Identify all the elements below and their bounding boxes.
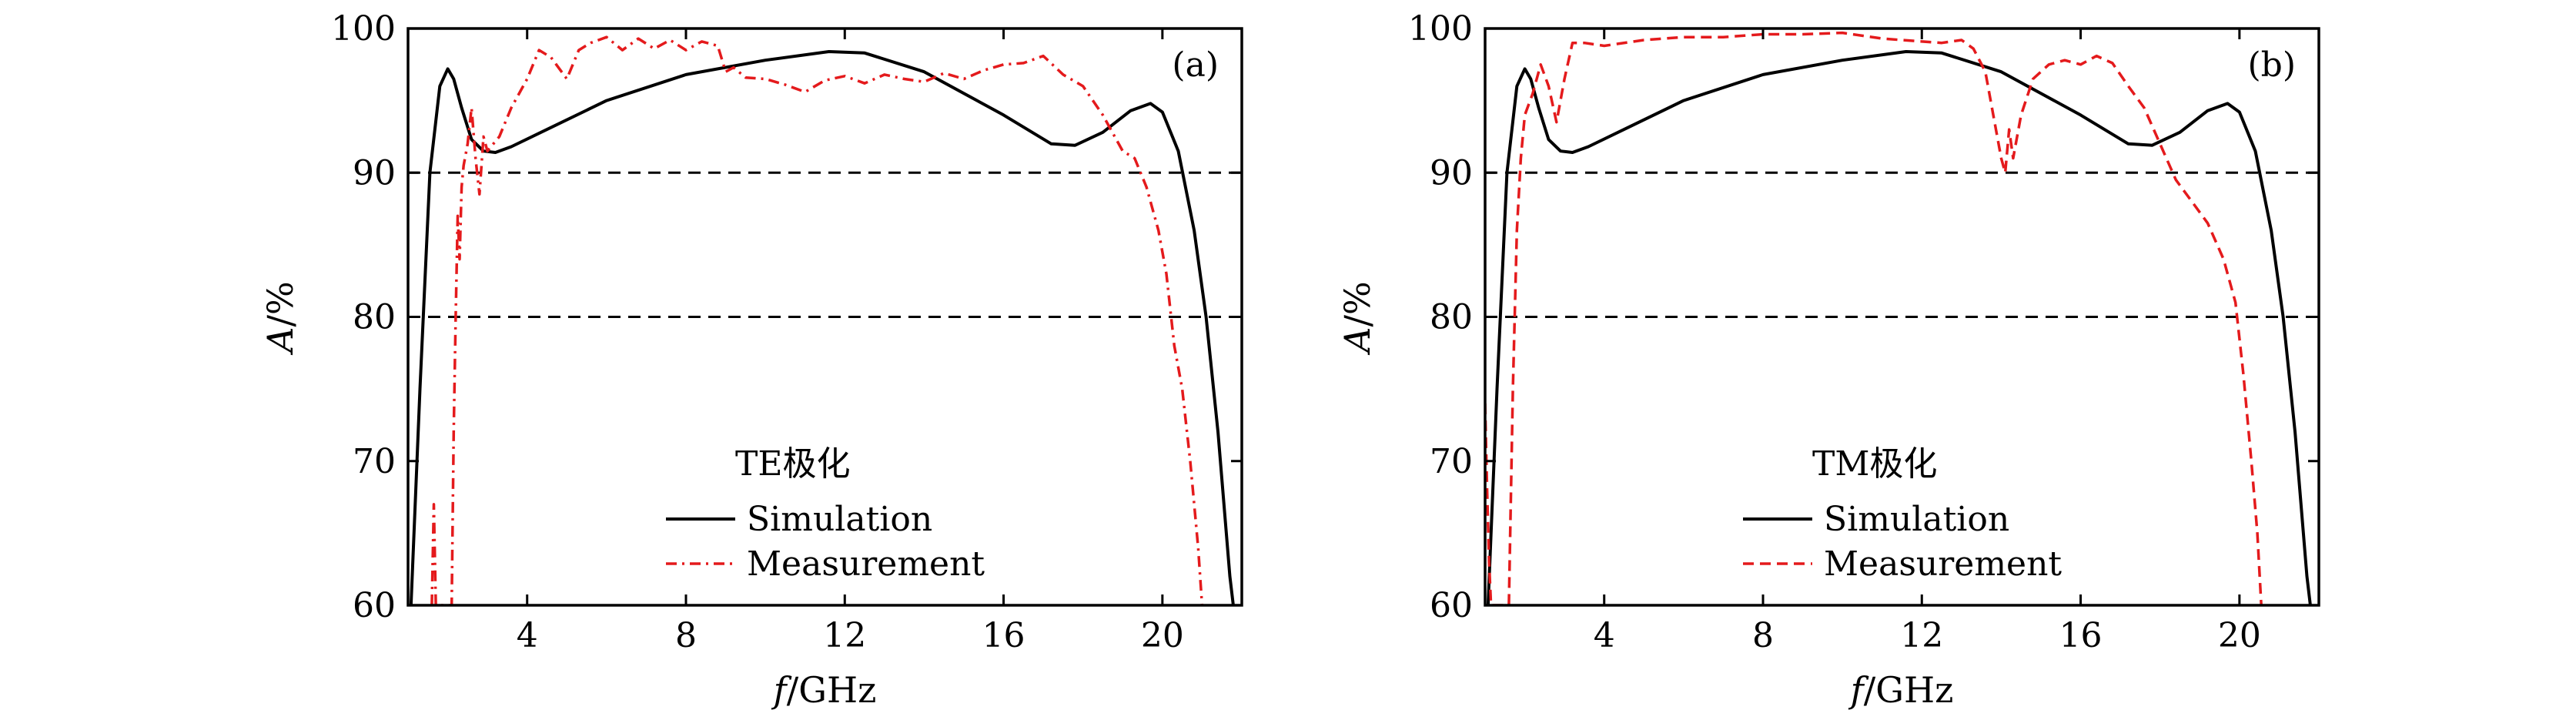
- y-tick-label: 70: [353, 442, 396, 481]
- x-tick-label: 12: [823, 616, 866, 655]
- y-tick-label: 100: [331, 9, 396, 49]
- y-axis-unit: /%: [1337, 281, 1378, 327]
- legend: TE极化 Simulation Measurement: [666, 444, 985, 584]
- panel-label: (b): [2248, 45, 2297, 85]
- panel-a: 4 8 12 16 20 60 70 80 90 100 f/GHz A/% (a) TE极化 Simula…: [259, 9, 1243, 711]
- x-tick-label: 4: [1594, 616, 1615, 655]
- x-tick-label: 8: [1752, 616, 1774, 655]
- y-axis-variable: A: [1337, 327, 1378, 355]
- x-tick-label: 20: [1141, 616, 1184, 655]
- simulation-curve: [409, 50, 1235, 605]
- x-axis-title: f/GHz: [771, 669, 877, 711]
- y-tick-label: 80: [1430, 298, 1473, 337]
- x-axis-unit: /GHz: [787, 669, 877, 711]
- legend-label-measurement: Measurement: [1824, 544, 2062, 584]
- legend-label-simulation: Simulation: [747, 500, 932, 539]
- legend-label-measurement: Measurement: [747, 544, 985, 584]
- legend-label-simulation: Simulation: [1824, 500, 2009, 539]
- panel-label: (a): [1172, 45, 1219, 85]
- x-axis-unit: /GHz: [1864, 669, 1954, 711]
- legend: TM极化 Simulation Measurement: [1743, 444, 2062, 584]
- legend-title: TM极化: [1812, 444, 1937, 484]
- y-axis-title: A/%: [1337, 281, 1378, 355]
- x-tick-label: 16: [2059, 616, 2103, 655]
- y-axis-title: A/%: [259, 281, 301, 355]
- y-tick-label: 90: [353, 153, 396, 193]
- y-tick-label: 60: [353, 586, 396, 625]
- x-axis-title: f/GHz: [1848, 669, 1954, 711]
- x-tick-label: 20: [2218, 616, 2261, 655]
- y-tick-label: 100: [1408, 9, 1473, 49]
- measurement-curve: [430, 35, 1204, 605]
- y-tick-label: 70: [1430, 442, 1473, 481]
- x-tick-label: 8: [675, 616, 697, 655]
- x-tick-label: 4: [517, 616, 538, 655]
- y-tick-label: 80: [353, 298, 396, 337]
- legend-title: TE极化: [735, 444, 850, 484]
- y-tick-label: 90: [1430, 153, 1473, 193]
- panel-b: 4 8 12 16 20 60 70 80 90 100 f/GHz A/% (b) TM极化 Simula…: [1337, 9, 2320, 711]
- simulation-curve: [1486, 50, 2312, 605]
- measurement-curve: [1485, 31, 2263, 605]
- x-tick-label: 12: [1900, 616, 1943, 655]
- y-tick-label: 60: [1430, 586, 1473, 625]
- y-axis-unit: /%: [259, 281, 301, 327]
- y-axis-variable: A: [259, 327, 301, 355]
- x-tick-label: 16: [982, 616, 1025, 655]
